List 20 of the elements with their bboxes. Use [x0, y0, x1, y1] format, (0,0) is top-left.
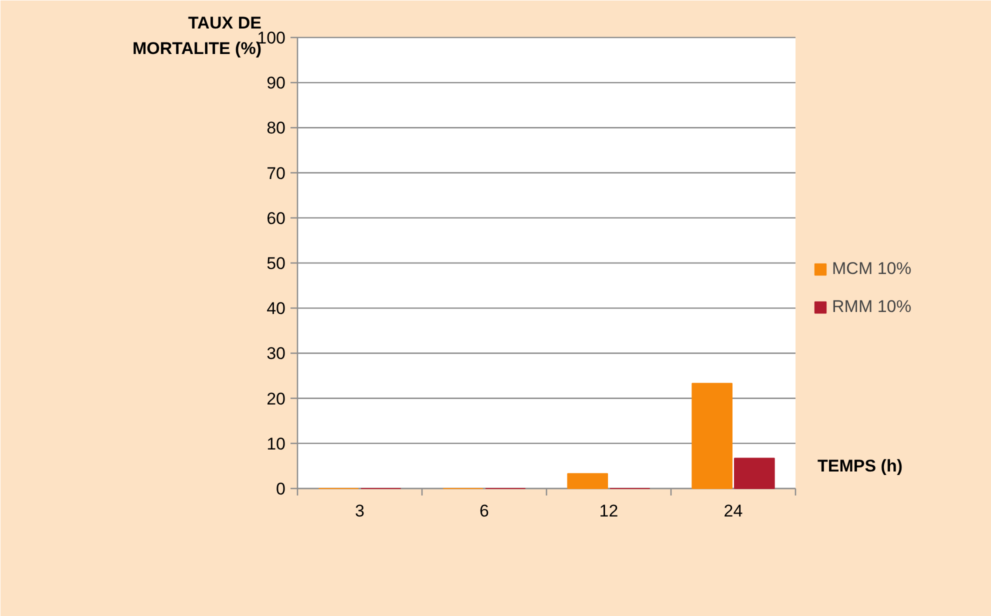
legend-label: MCM 10% — [832, 258, 912, 279]
y-tick-label: 20 — [266, 389, 286, 408]
y-tick-label: 70 — [266, 164, 286, 183]
y-tick-label: 10 — [266, 434, 286, 454]
y-tick-label: 80 — [266, 118, 286, 138]
x-tick-label: 24 — [724, 502, 743, 520]
x-axis-title: TEMPS (h) — [818, 456, 902, 476]
x-tick-label: 12 — [599, 502, 618, 520]
y-tick-label: 60 — [266, 208, 286, 228]
y-tick-label: 90 — [266, 74, 286, 93]
y-tick-label: 0 — [276, 480, 286, 498]
x-tick-label: 3 — [355, 502, 364, 520]
bar — [692, 382, 733, 489]
bar — [567, 473, 608, 489]
x-tick-label: 6 — [480, 502, 489, 520]
legend-label: RMM 10% — [832, 296, 912, 317]
y-tick-label: 50 — [266, 254, 286, 273]
bar — [734, 458, 775, 489]
y-tick-label: 40 — [266, 299, 286, 318]
y-tick-label: 30 — [266, 344, 286, 364]
